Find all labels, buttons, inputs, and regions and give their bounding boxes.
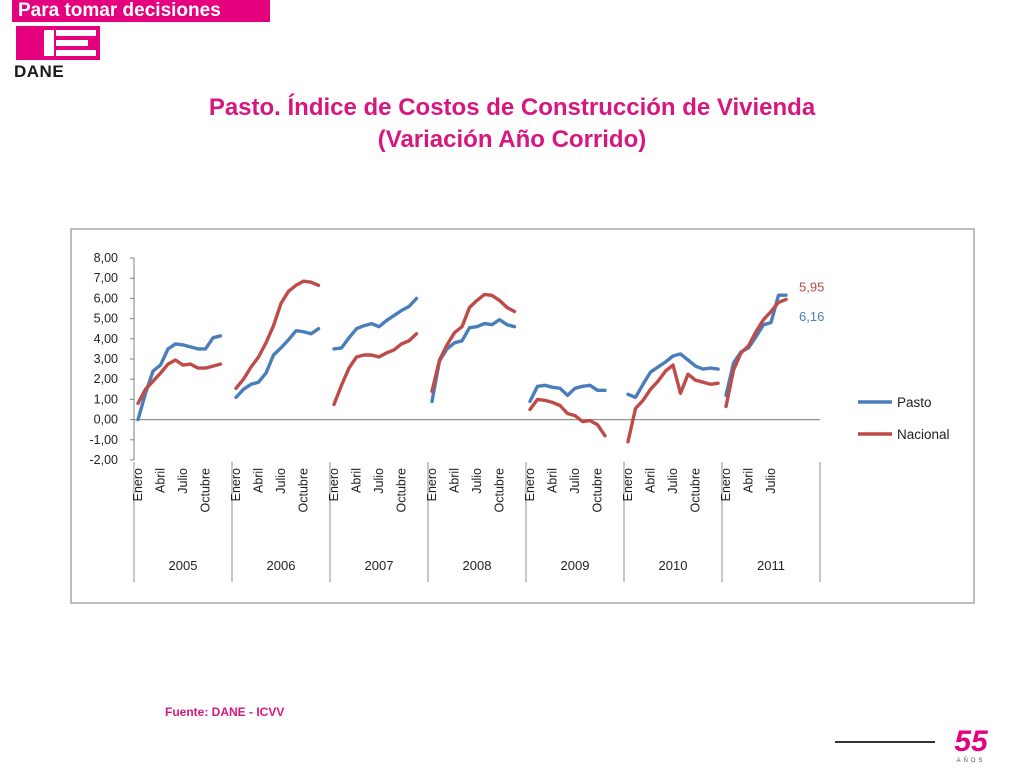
series-line-nacional: [724, 297, 788, 409]
y-tick-label: 6,00: [94, 291, 118, 305]
month-tick-label: Enero: [719, 468, 733, 501]
y-tick-label: 0,00: [94, 413, 118, 427]
month-tick-label: Abril: [644, 468, 658, 493]
year-label: 2005: [169, 558, 198, 573]
data-label-nacional: 5,95: [799, 279, 824, 294]
month-tick-label: Julio: [568, 468, 582, 494]
month-tick-label: Julio: [274, 468, 288, 494]
series-line-pasto: [528, 383, 607, 404]
month-tick-label: Abril: [546, 468, 560, 493]
month-tick-label: Abril: [742, 468, 756, 493]
series-line-nacional: [234, 279, 321, 391]
month-tick-label: Enero: [131, 468, 145, 501]
source-note: Fuente: DANE - ICVV: [165, 705, 285, 719]
month-tick-label: Abril: [252, 468, 266, 493]
tagline-banner: Para tomar decisiones: [12, 0, 270, 22]
month-tick-label: Enero: [621, 468, 635, 501]
month-tick-label: Abril: [350, 468, 364, 493]
y-tick-label: 8,00: [94, 251, 118, 265]
month-tick-label: Abril: [448, 468, 462, 493]
series-line-nacional: [332, 332, 419, 407]
series-line-pasto: [430, 317, 517, 404]
month-tick-label: Abril: [154, 468, 168, 493]
month-tick-label: Enero: [229, 468, 243, 501]
year-label: 2008: [463, 558, 492, 573]
y-tick-label: -2,00: [90, 453, 119, 467]
year-label: 2011: [757, 558, 785, 573]
month-tick-label: Octubre: [395, 468, 409, 513]
month-tick-label: Julio: [372, 468, 386, 494]
series-line-nacional: [136, 358, 223, 406]
year-label: 2006: [267, 558, 296, 573]
month-tick-label: Julio: [176, 468, 190, 494]
month-tick-label: Octubre: [199, 468, 213, 513]
y-tick-label: 5,00: [94, 312, 118, 326]
month-tick-label: Enero: [327, 468, 341, 501]
year-label: 2010: [659, 558, 688, 573]
month-tick-label: Octubre: [689, 468, 703, 513]
y-tick-label: -1,00: [90, 433, 119, 447]
month-tick-label: Octubre: [493, 468, 507, 513]
y-tick-label: 4,00: [94, 332, 118, 346]
y-tick-label: 2,00: [94, 372, 118, 386]
chart-frame: -2,00 -1,00 0,00 1,00 2,00 3,00 4,00 5,00 6,00 7,…: [70, 228, 975, 604]
series-line-nacional: [626, 363, 720, 444]
series-line-pasto: [724, 293, 788, 398]
y-tick-label: 7,00: [94, 271, 118, 285]
badge-sub: AÑOS: [956, 757, 985, 764]
month-tick-label: Octubre: [591, 468, 605, 513]
series-line-pasto: [626, 352, 720, 400]
anniversary-badge: 55 AÑOS: [954, 725, 989, 764]
y-tick-label: 3,00: [94, 352, 118, 366]
title-line-1: Pasto. Índice de Costos de Construcción …: [208, 94, 816, 121]
month-tick-label: Octubre: [297, 468, 311, 513]
badge-number: 55: [954, 725, 989, 758]
page-title: Pasto. Índice de Costos de Construcción …: [0, 92, 1024, 156]
series-line-pasto: [234, 326, 321, 400]
legend-label-pasto: Pasto: [897, 395, 932, 410]
data-label-pasto: 6,16: [799, 309, 824, 324]
legend-label-nacional: Nacional: [897, 427, 950, 442]
series-line-nacional: [528, 397, 607, 438]
footer-divider: [835, 741, 935, 743]
dane-logo-icon: [16, 26, 100, 60]
series-line-pasto: [332, 296, 419, 351]
month-tick-label: Enero: [523, 468, 537, 501]
year-label: 2009: [561, 558, 590, 573]
y-tick-label: 1,00: [94, 392, 118, 406]
month-tick-label: Julio: [666, 468, 680, 494]
month-tick-label: Julio: [764, 468, 778, 494]
month-tick-label: Enero: [425, 468, 439, 501]
line-chart: -2,00 -1,00 0,00 1,00 2,00 3,00 4,00 5,00 6,00 7,…: [90, 251, 950, 582]
year-label: 2007: [365, 558, 394, 573]
series-line-nacional: [430, 292, 517, 394]
logo-text: DANE: [14, 62, 65, 81]
month-tick-label: Julio: [470, 468, 484, 494]
title-line-2: (Variación Año Corrido): [377, 126, 647, 153]
series-line-pasto: [136, 334, 223, 422]
